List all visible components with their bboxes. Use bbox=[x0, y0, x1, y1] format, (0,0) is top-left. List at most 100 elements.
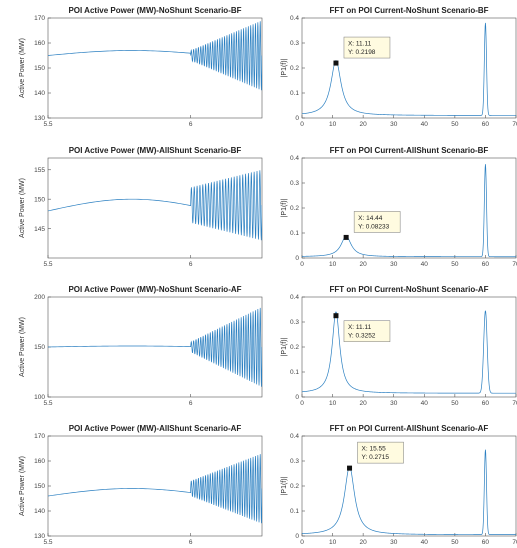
x-tick-label: 20 bbox=[360, 121, 368, 128]
y-tick-label: 130 bbox=[34, 533, 45, 540]
datatip-y-label: Y: 0.08233 bbox=[358, 223, 389, 230]
x-tick-label: 5.5 bbox=[43, 539, 52, 546]
y-tick-label: 0.4 bbox=[290, 15, 299, 22]
chart-panel-6: FFT on POI Current-NoShunt Scenario-AF00… bbox=[281, 285, 517, 407]
x-tick-label: 40 bbox=[421, 539, 429, 546]
x-tick-label: 20 bbox=[360, 400, 368, 407]
x-tick-label: 5.5 bbox=[43, 400, 52, 407]
y-tick-label: 140 bbox=[34, 90, 45, 97]
datatip-marker[interactable] bbox=[333, 313, 339, 319]
y-tick-label: 160 bbox=[34, 40, 45, 47]
y-tick-label: 0.2 bbox=[290, 65, 299, 72]
datatip-x-label: X: 11.11 bbox=[348, 41, 372, 48]
x-tick-label: 70 bbox=[512, 539, 517, 546]
x-tick-label: 70 bbox=[512, 261, 517, 268]
x-tick-label: 60 bbox=[482, 121, 490, 128]
y-tick-label: 0.1 bbox=[290, 369, 299, 376]
y-tick-label: 150 bbox=[34, 483, 45, 490]
y-axis-label: |P1(f)| bbox=[281, 58, 288, 77]
y-tick-label: 150 bbox=[34, 65, 45, 72]
active-power-line bbox=[48, 307, 262, 387]
y-tick-label: 0.1 bbox=[290, 90, 299, 97]
x-tick-label: 5.5 bbox=[43, 261, 52, 268]
x-tick-label: 6 bbox=[189, 261, 193, 268]
y-tick-label: 0.3 bbox=[290, 458, 299, 465]
y-tick-label: 0.3 bbox=[290, 40, 299, 47]
y-tick-label: 100 bbox=[34, 394, 45, 401]
y-tick-label: 0.3 bbox=[290, 319, 299, 326]
active-power-line bbox=[48, 21, 262, 91]
x-tick-label: 40 bbox=[421, 261, 429, 268]
x-tick-label: 40 bbox=[421, 400, 429, 407]
chart-title: POI Active Power (MW)-NoShunt Scenario-B… bbox=[68, 6, 241, 15]
y-tick-label: 0.1 bbox=[290, 230, 299, 237]
x-tick-label: 50 bbox=[451, 121, 459, 128]
x-tick-label: 50 bbox=[451, 400, 459, 407]
chart-panel-2: FFT on POI Current-NoShunt Scenario-BF00… bbox=[281, 6, 517, 128]
x-tick-label: 10 bbox=[329, 400, 337, 407]
fft-spectrum-line bbox=[302, 449, 516, 536]
datatip-y-label: Y: 0.2198 bbox=[348, 49, 376, 56]
datatip-marker[interactable] bbox=[343, 234, 349, 240]
y-tick-label: 0.2 bbox=[290, 205, 299, 212]
x-tick-label: 50 bbox=[451, 539, 459, 546]
x-tick-label: 60 bbox=[482, 539, 490, 546]
x-tick-label: 6 bbox=[189, 121, 193, 128]
y-axis-label: |P1(f)| bbox=[281, 337, 288, 356]
y-tick-label: 0 bbox=[295, 394, 299, 401]
x-tick-label: 60 bbox=[482, 261, 490, 268]
x-tick-label: 50 bbox=[451, 261, 459, 268]
y-axis-label: Active Power (MW) bbox=[19, 317, 26, 377]
chart-title: POI Active Power (MW)-NoShunt Scenario-A… bbox=[68, 285, 241, 294]
chart-panel-7: POI Active Power (MW)-AllShunt Scenario-… bbox=[19, 424, 263, 546]
y-axis-label: |P1(f)| bbox=[281, 198, 288, 217]
datatip-box bbox=[343, 36, 391, 59]
chart-title: FFT on POI Current-AllShunt Scenario-BF bbox=[330, 146, 489, 155]
y-tick-label: 0.3 bbox=[290, 180, 299, 187]
x-tick-label: 0 bbox=[300, 121, 304, 128]
x-tick-label: 0 bbox=[300, 539, 304, 546]
y-tick-label: 0.4 bbox=[290, 155, 299, 162]
datatip-marker[interactable] bbox=[333, 60, 339, 66]
y-tick-label: 0.4 bbox=[290, 433, 299, 440]
x-tick-label: 30 bbox=[390, 539, 398, 546]
datatip-x-label: X: 14.44 bbox=[358, 215, 383, 222]
y-tick-label: 0 bbox=[295, 255, 299, 262]
active-power-line bbox=[48, 454, 262, 524]
datatip-x-label: X: 15.55 bbox=[362, 446, 387, 453]
chart-panel-4: FFT on POI Current-AllShunt Scenario-BF 0… bbox=[281, 146, 517, 268]
x-tick-label: 6 bbox=[189, 400, 193, 407]
y-tick-label: 0.2 bbox=[290, 483, 299, 490]
x-tick-label: 30 bbox=[390, 121, 398, 128]
y-axis-label: Active Power (MW) bbox=[19, 38, 26, 98]
y-tick-label: 170 bbox=[34, 15, 45, 22]
datatip-box bbox=[353, 211, 401, 233]
y-axis-label: |P1(f)| bbox=[281, 476, 288, 495]
x-tick-label: 60 bbox=[482, 400, 490, 407]
datatip-marker[interactable] bbox=[347, 465, 353, 471]
x-tick-label: 70 bbox=[512, 121, 517, 128]
datatip-y-label: Y: 0.3252 bbox=[348, 333, 376, 340]
fft-spectrum-line bbox=[302, 310, 516, 394]
x-tick-label: 10 bbox=[329, 121, 337, 128]
active-power-line bbox=[48, 170, 262, 241]
chart-panel-3: POI Active Power (MW)-AllShunt Scenario-… bbox=[19, 146, 263, 268]
chart-panel-5: POI Active Power (MW)-NoShunt Scenario-A… bbox=[19, 285, 263, 407]
x-tick-label: 5.5 bbox=[43, 121, 52, 128]
x-tick-label: 6 bbox=[189, 539, 193, 546]
datatip-box bbox=[343, 320, 391, 342]
y-tick-label: 0 bbox=[295, 115, 299, 122]
chart-title: FFT on POI Current-NoShunt Scenario-BF bbox=[329, 6, 488, 15]
chart-panel-1: POI Active Power (MW)-NoShunt Scenario-B… bbox=[19, 6, 263, 128]
y-tick-label: 0.4 bbox=[290, 294, 299, 301]
chart-title: FFT on POI Current-AllShunt Scenario-AF bbox=[330, 424, 489, 433]
y-tick-label: 160 bbox=[34, 458, 45, 465]
y-tick-label: 155 bbox=[34, 167, 45, 174]
x-tick-label: 0 bbox=[300, 261, 304, 268]
x-tick-label: 70 bbox=[512, 400, 517, 407]
chart-title: POI Active Power (MW)-AllShunt Scenario-… bbox=[69, 146, 242, 155]
x-tick-label: 10 bbox=[329, 539, 337, 546]
x-tick-label: 20 bbox=[360, 539, 368, 546]
y-tick-label: 200 bbox=[34, 294, 45, 301]
